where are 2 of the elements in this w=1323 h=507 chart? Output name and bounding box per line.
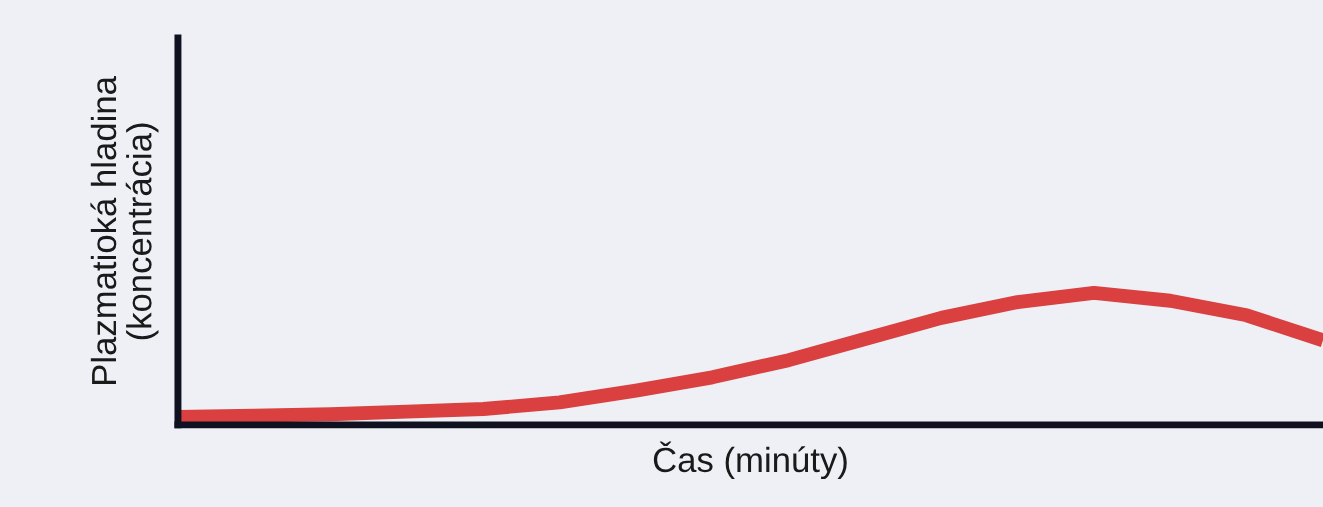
y-axis-title: Plazmatioká hladina (koncentrácia) xyxy=(90,76,159,384)
x-axis-title: Čas (minúty) xyxy=(653,441,847,480)
